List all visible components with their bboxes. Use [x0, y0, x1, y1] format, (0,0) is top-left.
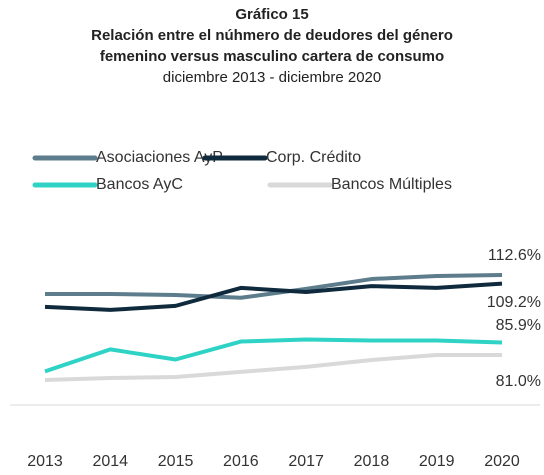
value-label: 85.9% [496, 317, 541, 334]
legend-label: Asociaciones AyP [96, 149, 223, 166]
chart-subtitle: Relación entre el núhmero de deudores de… [91, 27, 453, 65]
legend-label: Bancos Múltiples [331, 176, 452, 193]
series-line [44, 281, 503, 312]
x-tick-label: 2020 [484, 453, 520, 470]
value-label: 81.0% [496, 373, 541, 390]
series-line [44, 352, 502, 382]
header: Gráfico 15 Relación entre el núhmero de … [0, 0, 544, 88]
chart-title: Gráfico 15 [235, 6, 309, 23]
chart-period: diciembre 2013 - diciembre 2020 [162, 69, 382, 86]
x-tick-label: 2019 [419, 453, 455, 470]
x-tick-label: 2013 [27, 453, 63, 470]
x-tick-label: 2016 [223, 453, 259, 470]
series-line [44, 337, 503, 374]
series-line [45, 273, 503, 300]
legend-label: Bancos AyC [96, 176, 183, 193]
value-label: 112.6% [488, 247, 541, 264]
x-tick-label: 2015 [158, 453, 194, 470]
x-tick-label: 2017 [288, 453, 324, 470]
x-tick-label: 2014 [92, 453, 128, 470]
x-tick-label: 2018 [354, 453, 390, 470]
legend-label: Corp. Crédito [266, 149, 361, 166]
value-label: 109.2% [487, 294, 541, 311]
